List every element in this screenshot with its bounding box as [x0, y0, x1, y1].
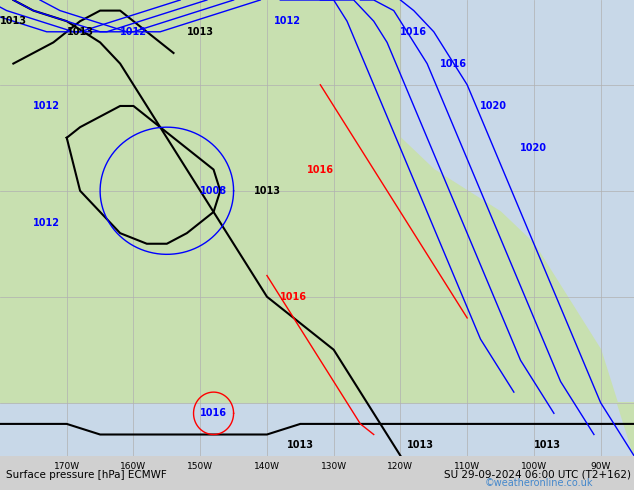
- Text: 1020: 1020: [521, 144, 547, 153]
- Text: 1013: 1013: [67, 27, 94, 37]
- Text: 1016: 1016: [400, 27, 427, 37]
- Polygon shape: [0, 0, 134, 233]
- Text: 1012: 1012: [120, 27, 147, 37]
- Text: 100W: 100W: [521, 462, 547, 471]
- Text: 1013: 1013: [407, 440, 434, 450]
- Polygon shape: [0, 0, 401, 201]
- Text: Surface pressure [hPa] ECMWF: Surface pressure [hPa] ECMWF: [6, 469, 167, 480]
- Text: 1016: 1016: [440, 59, 467, 69]
- Text: 1012: 1012: [33, 101, 60, 111]
- Text: 110W: 110W: [454, 462, 480, 471]
- Text: 1016: 1016: [307, 165, 334, 174]
- Text: 170W: 170W: [54, 462, 80, 471]
- Text: 140W: 140W: [254, 462, 280, 471]
- Text: 1013: 1013: [0, 16, 27, 26]
- Text: ©weatheronline.co.uk: ©weatheronline.co.uk: [484, 478, 593, 488]
- Text: 150W: 150W: [187, 462, 213, 471]
- Text: 1012: 1012: [33, 218, 60, 227]
- Text: 1008: 1008: [200, 186, 227, 196]
- Text: 1012: 1012: [273, 16, 301, 26]
- Polygon shape: [0, 0, 634, 456]
- Text: 1013: 1013: [254, 186, 280, 196]
- Text: SU 29-09-2024 06:00 UTC (T2+162): SU 29-09-2024 06:00 UTC (T2+162): [444, 469, 631, 480]
- Text: 130W: 130W: [321, 462, 347, 471]
- Text: 1016: 1016: [280, 292, 307, 302]
- Text: 1013: 1013: [534, 440, 560, 450]
- Text: 120W: 120W: [387, 462, 413, 471]
- Text: 160W: 160W: [120, 462, 146, 471]
- Text: 1016: 1016: [200, 408, 227, 418]
- Text: 90W: 90W: [590, 462, 611, 471]
- Text: 1013: 1013: [186, 27, 214, 37]
- Text: 1020: 1020: [481, 101, 507, 111]
- Text: 1013: 1013: [287, 440, 314, 450]
